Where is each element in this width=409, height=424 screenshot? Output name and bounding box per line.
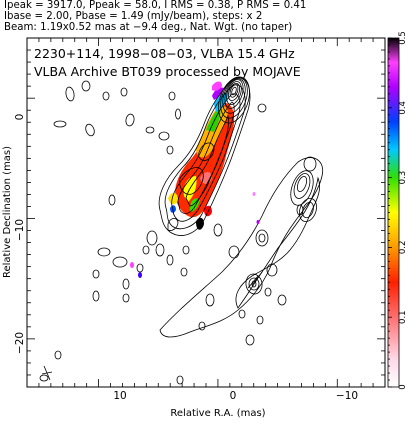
header-line-1: Ipeak = 3917.0, Ppeak = 58.0, I RMS = 0.… [4, 0, 307, 11]
axis-ticks [26, 37, 386, 388]
outer-jet-contours [159, 156, 324, 338]
panel-title-line-1: 2230+114, 1998−08−03, VLBA 15.4 GHz [34, 46, 295, 61]
colorbar-tick-label: 0.4 [398, 101, 408, 115]
header-line-3: Beam: 1.19x0.52 mas at −9.4 deg., Nat. W… [4, 22, 293, 33]
y-tick-label-0: 0 [14, 114, 26, 121]
colorbar-tick-label: 0.1 [398, 310, 408, 324]
polarization-spots [130, 192, 260, 278]
colorbar-tick-label: 0 [398, 384, 408, 389]
colorbar-tick-label: 0.3 [398, 171, 408, 185]
colorbar-tick-label: 0.5 [398, 31, 408, 45]
x-tick-label-0: 0 [230, 390, 237, 402]
source-image [39, 76, 324, 385]
header-line-2: Ibase = 2.00, Pbase = 1.49 (mJy/beam), s… [4, 11, 263, 22]
diffuse-contours [39, 80, 267, 385]
inner-jet-contours [158, 77, 251, 236]
colorbar-ticks [388, 37, 392, 388]
beam-marker [41, 365, 53, 381]
y-tick-label-minus10: −10 [14, 219, 26, 241]
y-axis-label: Relative Declination (mas) [2, 146, 13, 278]
panel-title-line-2: VLBA Archive BT039 processed by MOJAVE [34, 64, 301, 79]
y-tick-label-minus20: −20 [14, 332, 26, 354]
x-tick-label-minus10: −10 [336, 390, 358, 402]
x-tick-label-10: 10 [113, 390, 126, 402]
colorbar-tick-labels: 0 0.1 0.2 0.3 0.4 0.5 [398, 31, 408, 389]
colorbar-tick-label: 0.2 [398, 241, 408, 255]
x-axis-label: Relative R.A. (mas) [170, 408, 265, 419]
